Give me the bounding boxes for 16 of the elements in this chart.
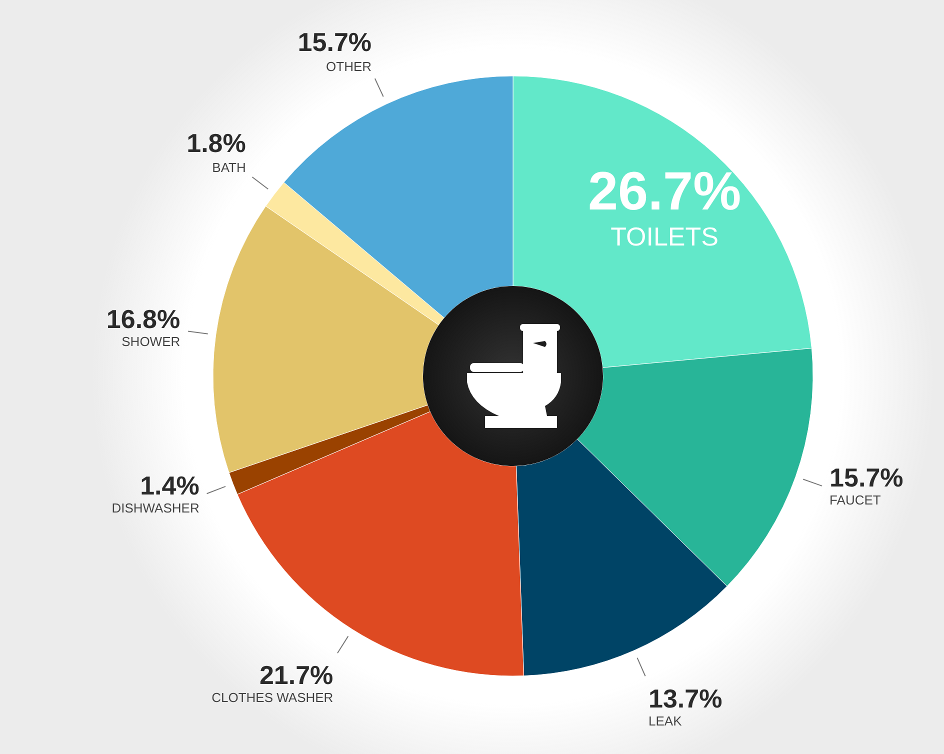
data-label: 26.7% [588, 162, 742, 222]
data-label: 1.8% [186, 128, 246, 158]
slice-label: SHOWER [122, 334, 180, 350]
data-label: 15.7% [830, 462, 904, 493]
slice-label: FAUCET [830, 492, 881, 508]
slice-label: OTHER [326, 59, 372, 74]
data-label: 15.7% [298, 27, 372, 58]
data-label: 16.8% [106, 304, 180, 334]
slice-label: TOILETS [610, 222, 718, 252]
slice-label: BATH [212, 160, 246, 176]
data-label: 1.4% [140, 470, 200, 500]
slice-label: CLOTHES WASHER [212, 690, 334, 705]
data-label: 21.7% [259, 660, 334, 690]
data-label: 13.7% [648, 683, 722, 714]
slice-label: DISHWASHER [112, 500, 200, 516]
slice-label: LEAK [648, 713, 682, 728]
